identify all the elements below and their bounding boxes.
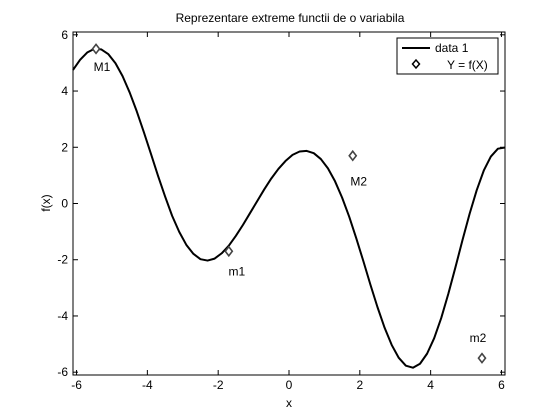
extremum-diamond-marker bbox=[348, 149, 358, 162]
y-tick-label: -4 bbox=[57, 309, 68, 323]
y-axis-label: f(x) bbox=[39, 194, 53, 211]
x-tick-label: 2 bbox=[356, 378, 363, 392]
x-tick-label: -4 bbox=[142, 378, 153, 392]
legend: data 1 Y = f(X) bbox=[396, 37, 499, 75]
x-tick-label: -2 bbox=[213, 378, 224, 392]
x-tick-label: 4 bbox=[427, 378, 434, 392]
legend-box bbox=[396, 37, 499, 75]
legend-label-data-1: data 1 bbox=[435, 41, 469, 55]
extremum-diamond-marker bbox=[224, 245, 234, 258]
extremum-label: M1 bbox=[94, 60, 111, 74]
x-tick-label: 6 bbox=[498, 378, 505, 392]
y-axis: -6 -4 -2 0 2 4 6 bbox=[57, 28, 505, 379]
series-line-data-1 bbox=[72, 47, 506, 369]
axes-box bbox=[72, 31, 506, 376]
extremum-label: M2 bbox=[350, 175, 367, 189]
y-tick-label: 0 bbox=[61, 197, 68, 211]
y-tick-label: -2 bbox=[57, 253, 68, 267]
extremum-diamond-marker bbox=[91, 43, 101, 55]
annotations: M1 m1 M2 m2 bbox=[94, 60, 487, 345]
legend-diamond-marker bbox=[411, 58, 421, 70]
extremum-label: m1 bbox=[228, 264, 245, 278]
x-axis-label: x bbox=[286, 396, 292, 410]
legend-label-y-fx: Y = f(X) bbox=[447, 58, 488, 72]
extremum-label: m2 bbox=[470, 331, 487, 345]
x-tick-label: -6 bbox=[71, 378, 82, 392]
x-tick-label: 0 bbox=[286, 378, 293, 392]
plot-area bbox=[72, 31, 506, 376]
y-tick-label: 6 bbox=[61, 28, 68, 42]
y-tick-label: 2 bbox=[61, 140, 68, 154]
y-tick-label: 4 bbox=[61, 84, 68, 98]
chart-title: Reprezentare extreme functii de o variab… bbox=[176, 11, 405, 25]
extremum-diamond-marker bbox=[477, 352, 487, 364]
y-tick-label: -6 bbox=[57, 365, 68, 379]
